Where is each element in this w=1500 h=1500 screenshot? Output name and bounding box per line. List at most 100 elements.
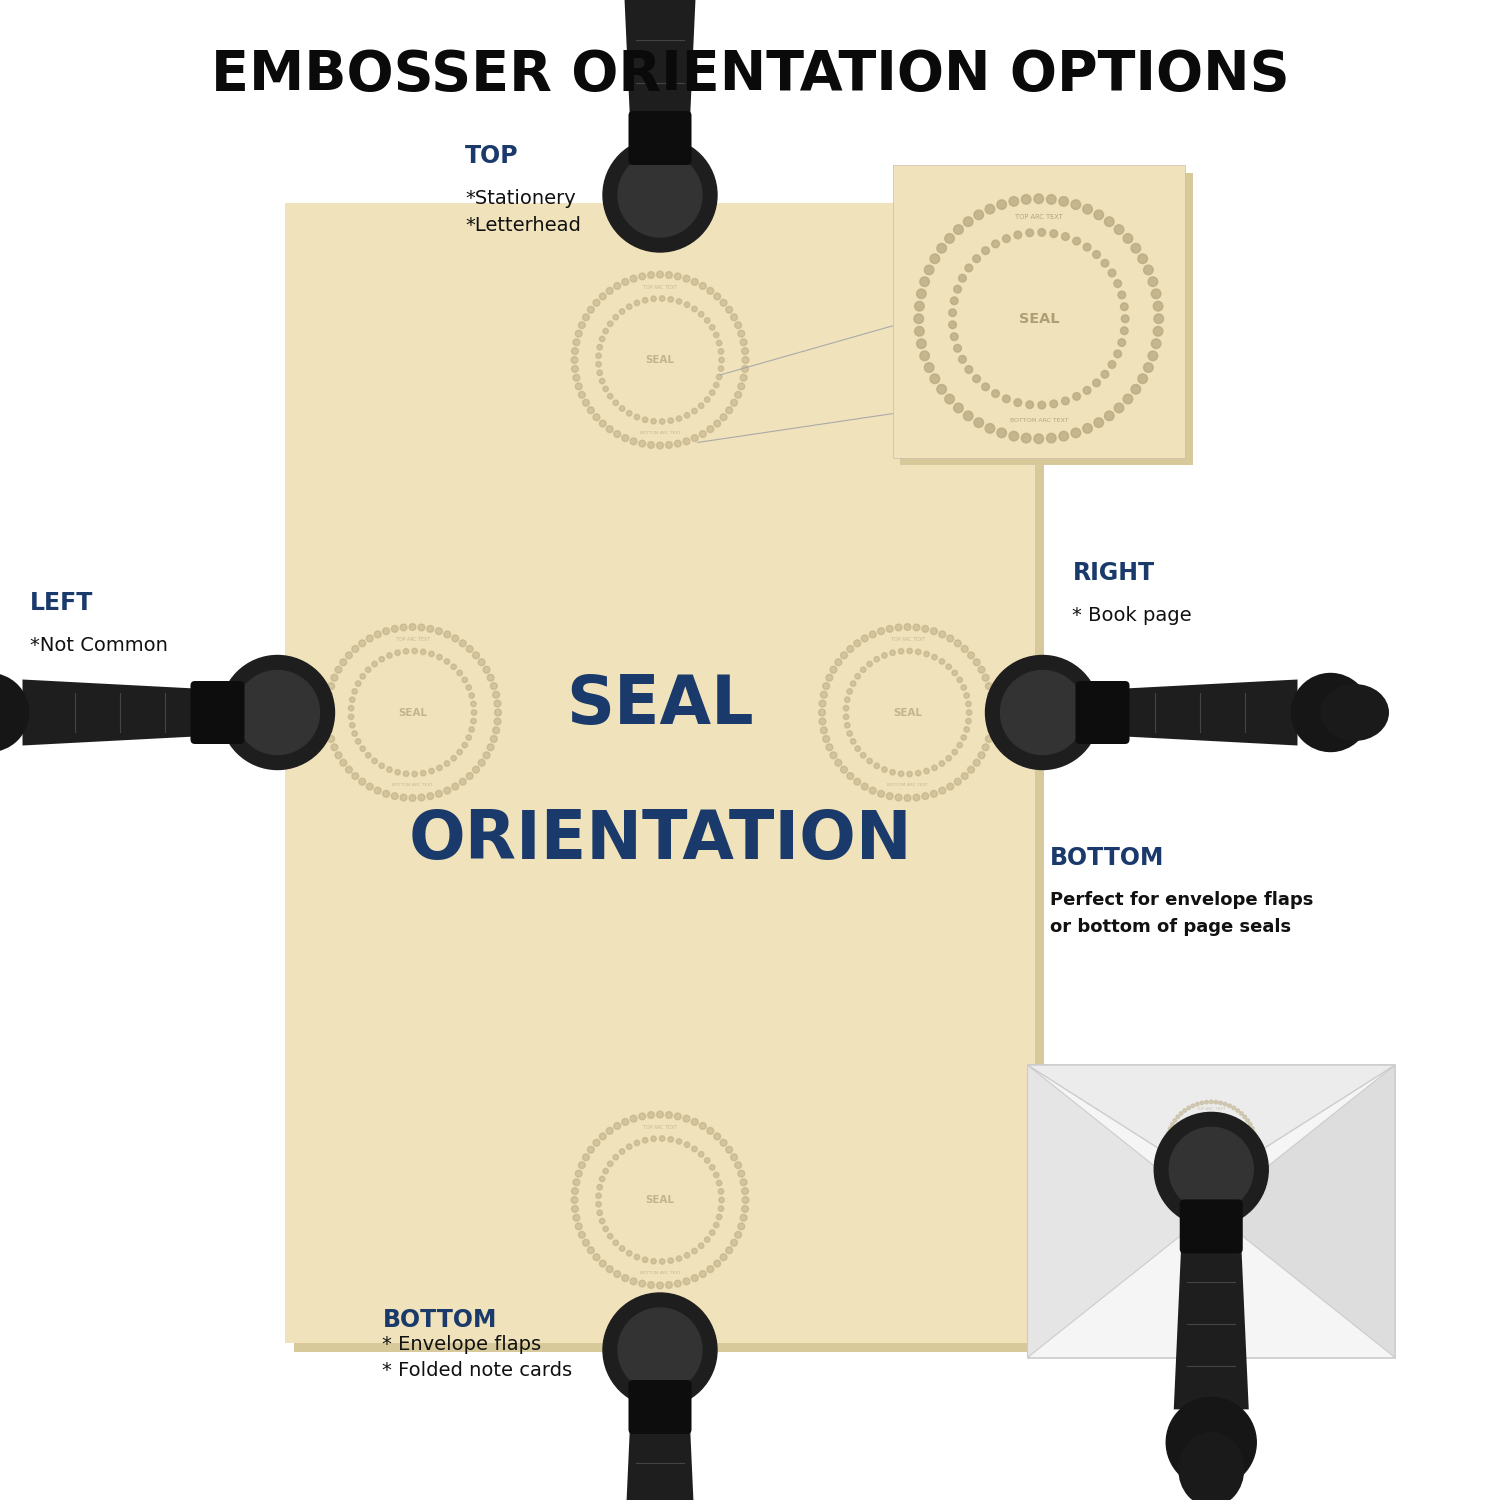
Circle shape (630, 1116, 638, 1122)
Circle shape (682, 276, 690, 282)
Circle shape (494, 718, 501, 724)
Circle shape (588, 1146, 594, 1154)
Circle shape (699, 1244, 703, 1248)
Circle shape (657, 272, 663, 278)
Circle shape (867, 662, 873, 666)
Circle shape (573, 339, 580, 345)
Circle shape (1220, 1114, 1222, 1118)
Circle shape (394, 650, 400, 656)
Circle shape (1206, 1178, 1209, 1180)
Circle shape (717, 1180, 722, 1186)
Circle shape (692, 435, 698, 441)
Circle shape (452, 664, 456, 669)
Circle shape (821, 692, 828, 698)
Circle shape (1154, 302, 1162, 310)
Circle shape (1176, 1114, 1179, 1119)
Circle shape (930, 628, 938, 634)
Circle shape (1114, 350, 1122, 357)
Circle shape (1239, 1158, 1242, 1161)
Circle shape (1083, 423, 1092, 433)
Circle shape (220, 656, 334, 770)
Circle shape (1026, 230, 1033, 237)
Circle shape (1232, 1184, 1236, 1188)
Circle shape (714, 332, 718, 338)
Circle shape (366, 783, 374, 790)
Text: TOP: TOP (465, 144, 519, 168)
Circle shape (1050, 230, 1058, 237)
Polygon shape (1028, 1065, 1395, 1182)
Circle shape (1197, 1116, 1200, 1119)
Circle shape (1010, 196, 1019, 206)
Circle shape (692, 408, 698, 414)
Circle shape (572, 1197, 578, 1203)
Circle shape (471, 700, 476, 706)
Circle shape (608, 321, 613, 327)
Circle shape (1240, 1155, 1244, 1158)
Circle shape (1092, 380, 1101, 387)
Circle shape (878, 628, 885, 634)
Circle shape (847, 730, 852, 736)
Circle shape (692, 1119, 698, 1125)
Circle shape (603, 138, 717, 252)
Circle shape (957, 676, 963, 682)
Circle shape (699, 312, 703, 316)
Circle shape (718, 348, 723, 354)
Circle shape (1101, 260, 1108, 267)
Circle shape (958, 356, 966, 363)
Circle shape (483, 752, 490, 759)
Ellipse shape (1179, 1432, 1245, 1500)
Circle shape (908, 648, 912, 654)
Circle shape (952, 670, 957, 675)
Text: BOTTOM ARC TEXT: BOTTOM ARC TEXT (1010, 419, 1068, 423)
Circle shape (914, 624, 920, 632)
Circle shape (648, 272, 654, 279)
FancyBboxPatch shape (1028, 1065, 1395, 1358)
Circle shape (620, 309, 626, 314)
Circle shape (614, 282, 621, 290)
Circle shape (714, 292, 720, 300)
Circle shape (988, 718, 996, 724)
Circle shape (478, 759, 484, 766)
Circle shape (718, 1188, 723, 1194)
Circle shape (705, 318, 710, 322)
Circle shape (328, 682, 334, 690)
Circle shape (592, 1254, 600, 1260)
Circle shape (738, 382, 744, 390)
Circle shape (922, 626, 928, 633)
Circle shape (1228, 1173, 1232, 1174)
Circle shape (952, 750, 957, 754)
Circle shape (699, 430, 706, 438)
Circle shape (334, 752, 342, 759)
Circle shape (1108, 360, 1116, 369)
Circle shape (387, 766, 392, 772)
Circle shape (930, 374, 939, 384)
Circle shape (596, 1192, 602, 1198)
Circle shape (992, 390, 999, 398)
Circle shape (1215, 1113, 1218, 1116)
Text: TOP ARC TEXT: TOP ARC TEXT (396, 638, 429, 642)
Circle shape (606, 426, 613, 432)
Circle shape (915, 650, 921, 654)
Circle shape (957, 742, 963, 748)
Circle shape (730, 1239, 738, 1246)
Circle shape (699, 1152, 703, 1156)
Circle shape (597, 1185, 603, 1190)
Circle shape (1190, 1172, 1192, 1174)
Circle shape (861, 634, 868, 642)
Circle shape (666, 441, 672, 448)
Circle shape (1014, 399, 1022, 406)
Circle shape (830, 752, 837, 759)
Circle shape (614, 1270, 621, 1278)
Circle shape (622, 1119, 628, 1125)
Circle shape (1164, 1150, 1168, 1154)
Circle shape (726, 406, 732, 414)
Circle shape (924, 363, 934, 372)
Circle shape (1292, 674, 1370, 752)
Circle shape (471, 710, 477, 716)
Text: SEAL: SEAL (645, 1196, 675, 1204)
Circle shape (572, 357, 578, 363)
Circle shape (850, 738, 856, 744)
Circle shape (614, 400, 618, 405)
Circle shape (986, 204, 994, 214)
Circle shape (1254, 1136, 1257, 1140)
